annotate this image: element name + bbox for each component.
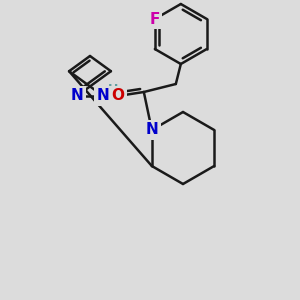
Text: O: O: [111, 88, 124, 104]
Text: N: N: [71, 88, 83, 103]
Text: H: H: [108, 83, 118, 96]
Text: F: F: [150, 11, 160, 26]
Text: N: N: [97, 88, 109, 103]
Text: N: N: [146, 122, 158, 137]
